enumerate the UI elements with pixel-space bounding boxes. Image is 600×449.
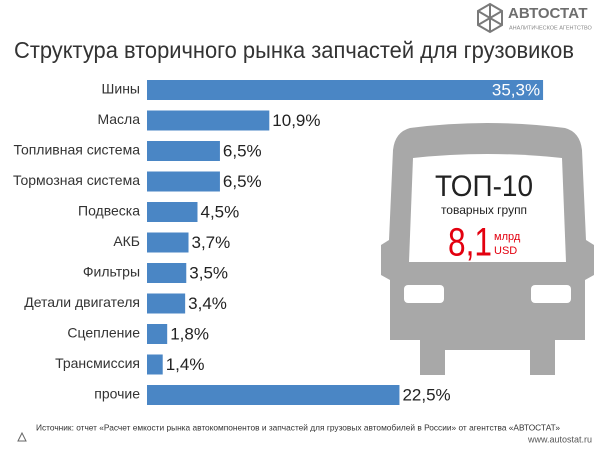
category-label: Шины xyxy=(102,81,140,97)
truck-illustration xyxy=(381,123,594,375)
category-label: Масла xyxy=(97,111,140,127)
value-label: 6,5% xyxy=(223,141,262,160)
source-note: Источник: отчет «Расчет емкости рынка ав… xyxy=(36,422,560,432)
annotation-unit: USD xyxy=(494,245,517,257)
website: www.autostat.ru xyxy=(527,434,592,444)
bar xyxy=(147,171,220,192)
bar xyxy=(147,385,400,405)
value-label: 3,5% xyxy=(189,263,228,282)
annotation-unit: млрд xyxy=(494,231,521,243)
bar xyxy=(147,263,187,283)
category-label: Детали двигателя xyxy=(24,294,140,310)
chart-title: Структура вторичного рынка запчастей для… xyxy=(14,37,574,63)
bar xyxy=(147,232,189,253)
value-label: 35,3% xyxy=(492,80,540,99)
value-label: 22,5% xyxy=(402,385,450,404)
category-label: Трансмиссия xyxy=(55,355,140,371)
value-label: 3,4% xyxy=(188,294,227,313)
logo-name: АВТОСТАТ xyxy=(508,5,587,22)
value-label: 10,9% xyxy=(272,111,320,130)
category-label: Топливная система xyxy=(13,142,140,158)
bar xyxy=(147,324,168,344)
annotation-amount: 8,1 xyxy=(448,221,492,265)
annotation-groups: товарных групп xyxy=(441,203,527,217)
footer-icon xyxy=(17,431,27,442)
category-label: АКБ xyxy=(113,233,140,249)
bar xyxy=(147,141,220,161)
category-label: Фильтры xyxy=(83,264,140,280)
category-label: Сцепление xyxy=(67,325,140,341)
category-label: Тормозная система xyxy=(13,172,140,188)
bar xyxy=(147,354,163,375)
category-label: Подвеска xyxy=(78,203,140,219)
bar xyxy=(147,80,544,100)
value-label: 4,5% xyxy=(200,202,239,221)
logo-icon xyxy=(477,2,503,34)
annotation-top: ТОП-10 xyxy=(435,170,533,203)
bar xyxy=(147,293,186,314)
logo-tagline: АНАЛИТИЧЕСКОЕ АГЕНТСТВО xyxy=(509,25,593,31)
bar xyxy=(147,110,270,131)
value-label: 1,4% xyxy=(166,355,205,374)
value-label: 6,5% xyxy=(223,172,262,191)
value-label: 1,8% xyxy=(170,324,209,343)
value-label: 3,7% xyxy=(192,233,231,252)
category-label: прочие xyxy=(94,386,140,402)
bar xyxy=(147,202,198,222)
